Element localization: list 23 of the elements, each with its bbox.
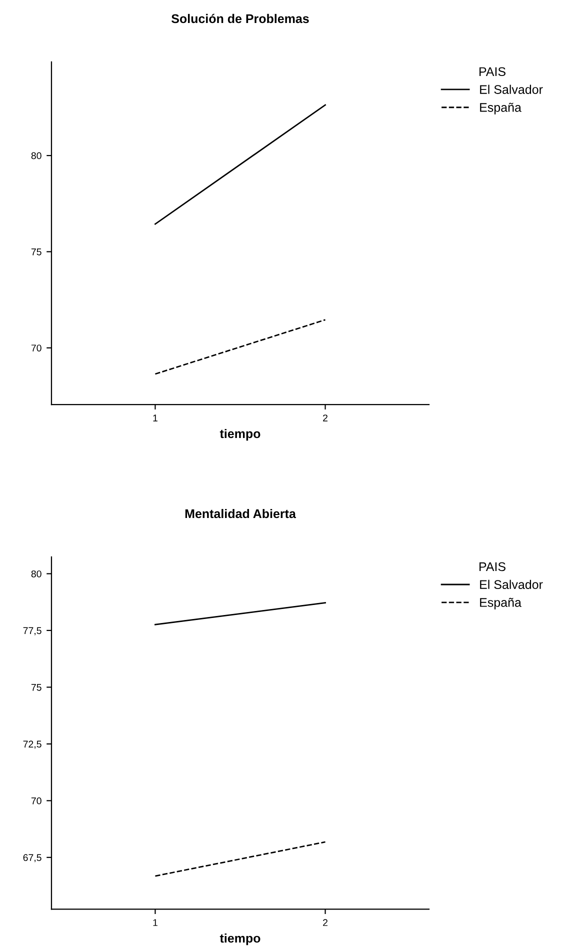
chart-title: Mentalidad Abierta [185, 508, 296, 518]
y-tick-label: 70 [31, 344, 42, 352]
y-tick-label: 70 [31, 797, 42, 804]
legend-label: El Salvador [480, 84, 543, 94]
legend-label: El Salvador [480, 580, 543, 590]
y-tick-label: 72,5 [23, 740, 42, 749]
legend-label: España [480, 102, 522, 114]
legend-label: España [480, 598, 522, 610]
y-tick-label: 67,5 [23, 854, 42, 862]
x-tick-label: 2 [323, 919, 328, 926]
y-tick-label: 75 [31, 684, 42, 691]
legend-title: PAIS [480, 562, 506, 572]
y-tick-label: 77,5 [23, 627, 42, 636]
y-tick-label: 80 [31, 570, 42, 578]
x-axis-title: tiempo [220, 934, 260, 946]
y-tick-label: 80 [31, 152, 42, 160]
x-axis-title: tiempo [220, 428, 260, 441]
x-tick-label: 2 [323, 414, 328, 422]
x-tick-label: 1 [153, 414, 158, 422]
legend-title: PAIS [480, 67, 506, 76]
y-tick-label: 75 [31, 248, 42, 256]
x-tick-label: 1 [153, 919, 158, 926]
chart-title: Solución de Problemas [171, 14, 309, 24]
